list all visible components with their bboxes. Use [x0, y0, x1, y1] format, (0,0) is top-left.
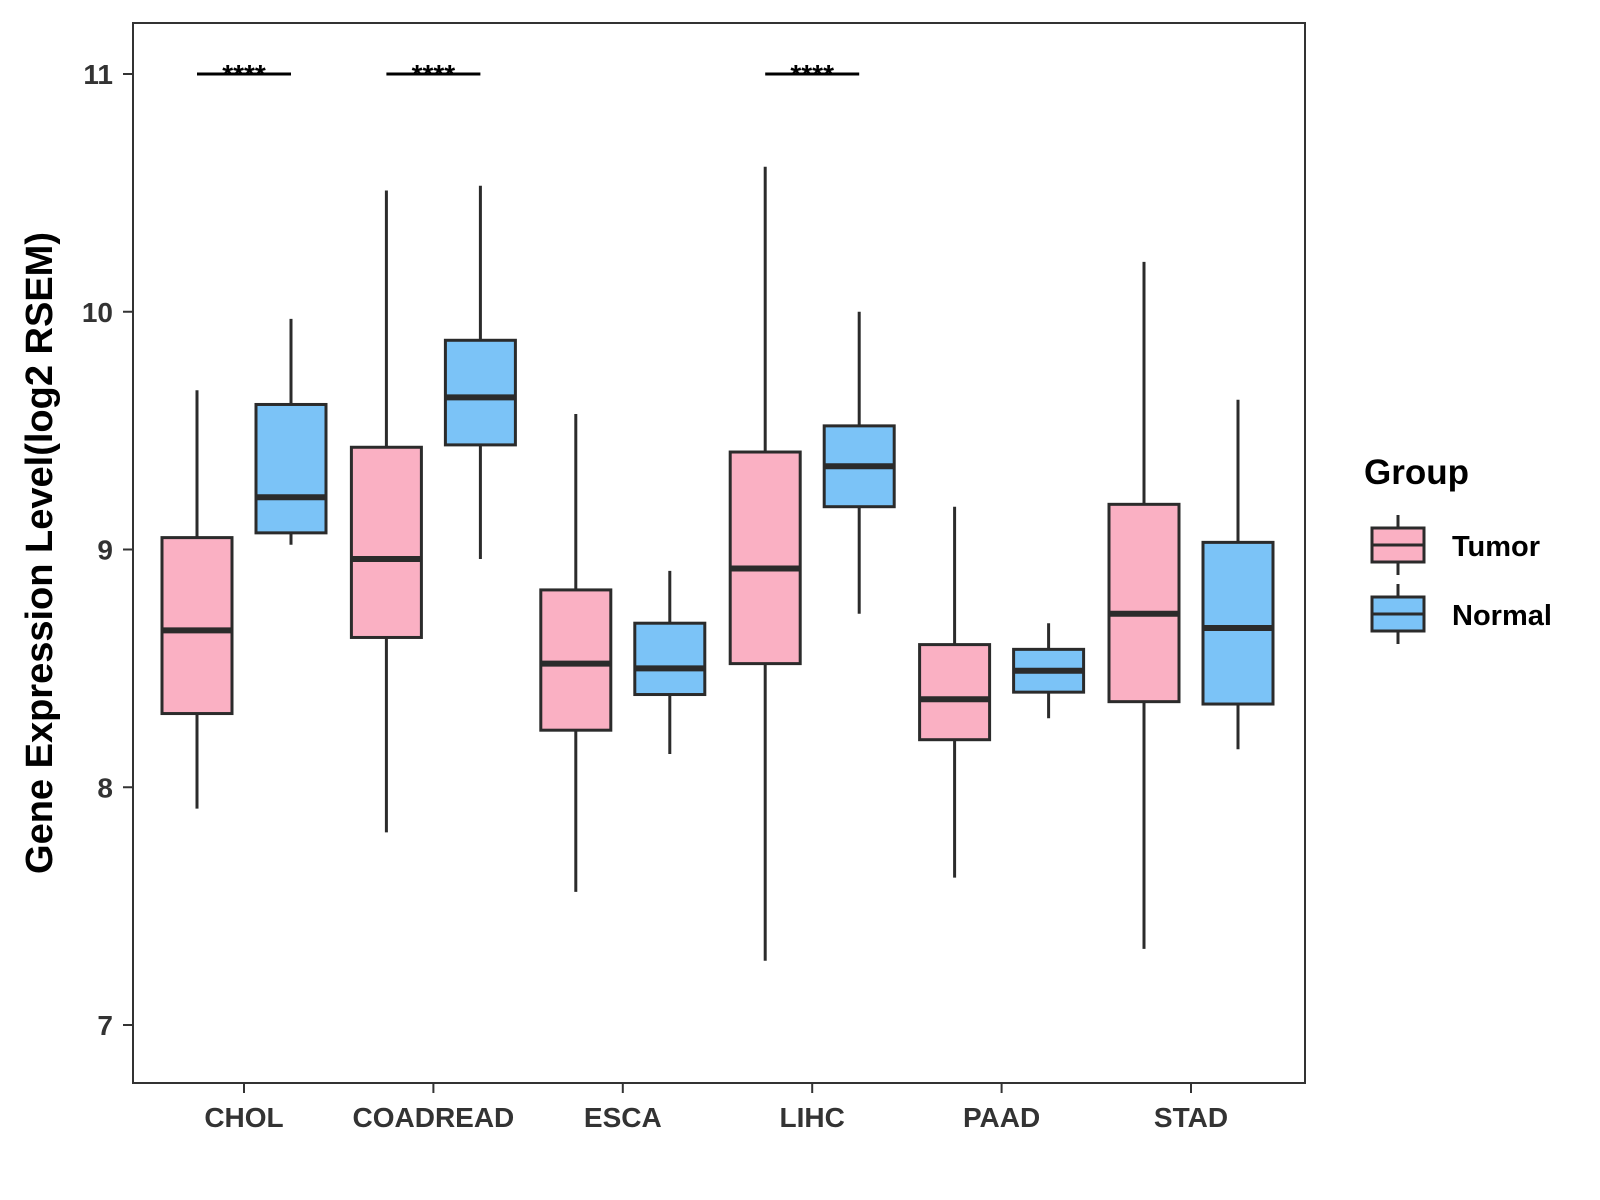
box-body	[349, 445, 423, 639]
box-tumor-paad	[918, 506, 992, 878]
box-normal-paad	[1012, 623, 1086, 719]
x-tick-label-lihc: LIHC	[780, 1102, 845, 1133]
x-tick-label-coadread: COADREAD	[353, 1102, 515, 1133]
y-tick-label: 7	[97, 1010, 113, 1041]
y-tick-label: 8	[97, 772, 113, 803]
box-tumor-coadread	[349, 190, 423, 833]
legend-title: Group	[1364, 453, 1469, 492]
x-tick-label-esca: ESCA	[584, 1102, 662, 1133]
axes: 7 8 9 10 11 CHOL COADREAD ESCA LIHC PAAD STAD	[82, 59, 1228, 1133]
legend-label: Tumor	[1452, 531, 1540, 563]
box-normal-coadread	[443, 185, 517, 560]
significance-lihc: ****	[765, 59, 860, 90]
significance-label: ****	[790, 59, 834, 90]
box-body	[728, 450, 802, 666]
plot-area: **** **** ****	[160, 59, 1275, 961]
box-normal-esca	[633, 570, 707, 754]
box-body	[539, 588, 613, 732]
plot-panel-border	[132, 22, 1306, 1084]
significance-label: ****	[412, 59, 456, 90]
y-axis-title: Gene Expression Level(log2 RSEM)	[19, 232, 61, 874]
legend-entry-normal: Normal	[1370, 584, 1552, 644]
box-tumor-stad	[1107, 261, 1181, 949]
significance-chol: ****	[197, 59, 291, 90]
box-normal-lihc	[822, 311, 896, 614]
box-body	[254, 402, 328, 535]
box-body	[633, 621, 707, 697]
x-tick-label-paad: PAAD	[963, 1102, 1040, 1133]
significance-coadread: ****	[386, 59, 481, 90]
x-tick-label-chol: CHOL	[204, 1102, 283, 1133]
y-tick-label: 11	[83, 59, 113, 90]
box-tumor-lihc	[728, 166, 802, 961]
box-tumor-esca	[539, 413, 613, 892]
box-body	[918, 643, 992, 742]
box-body	[1201, 540, 1275, 706]
y-tick-label: 9	[97, 535, 113, 566]
significance-label: ****	[222, 59, 266, 90]
legend: Group Tumor Normal	[1364, 453, 1552, 644]
box-normal-chol	[254, 318, 328, 545]
x-tick-label-stad: STAD	[1154, 1102, 1228, 1133]
box-body	[1107, 502, 1181, 704]
legend-label: Normal	[1452, 600, 1552, 632]
box-tumor-chol	[160, 390, 234, 809]
y-tick-label: 10	[82, 297, 113, 328]
box-body	[443, 338, 517, 447]
legend-entry-tumor: Tumor	[1370, 515, 1540, 575]
box-body	[160, 536, 234, 716]
box-normal-stad	[1201, 399, 1275, 750]
